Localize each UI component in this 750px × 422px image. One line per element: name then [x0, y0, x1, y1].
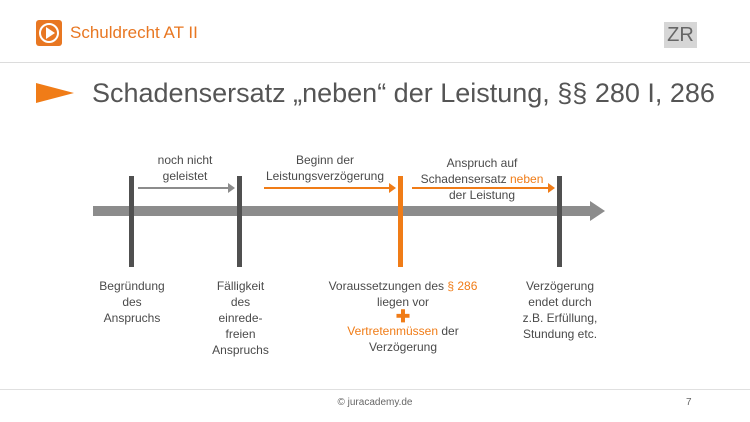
timeline-axis — [93, 206, 590, 216]
milestone-faelligkeit: Fälligkeit des einrede- freien Anspruchs — [212, 279, 269, 357]
milestone-ende: Verzögerung endet durch z.B. Erfüllung, … — [522, 279, 598, 341]
phase-label-1: noch nicht geleistet — [157, 153, 213, 183]
play-logo-icon — [36, 20, 62, 46]
tick-faelligkeit — [237, 176, 242, 267]
subject-badge: ZR — [664, 22, 697, 48]
course-title: Schuldrecht AT II — [70, 23, 198, 42]
slide-header: Schuldrecht AT II ZR — [0, 0, 750, 63]
plus-icon: ✚ — [395, 307, 411, 326]
tick-begruendung — [129, 176, 134, 267]
phase-arrow-3 — [412, 183, 555, 193]
phase-label-2: Beginn der Leistungsverzögerung — [265, 153, 385, 183]
footer-divider — [0, 389, 750, 390]
phase-arrow-2 — [264, 183, 396, 193]
milestone-verzug: Voraussetzungen des § 286 liegen vor ✚ V… — [308, 278, 498, 355]
slide-title: Schadensersatz „neben“ der Leistung, §§ … — [92, 78, 715, 108]
phase-label-3: Anspruch auf Schadensersatz neben der Le… — [420, 156, 544, 202]
copyright-text: © juracademy.de — [337, 397, 413, 408]
header-divider — [0, 62, 750, 63]
page-number: 7 — [686, 397, 692, 408]
title-arrow-icon — [36, 83, 74, 103]
milestone-begruendung: Begründung des Anspruchs — [99, 279, 165, 325]
tick-ende — [557, 176, 562, 267]
timeline-arrowhead-icon — [590, 201, 605, 221]
tick-verzug — [398, 176, 403, 267]
phase-arrow-1 — [138, 183, 235, 193]
